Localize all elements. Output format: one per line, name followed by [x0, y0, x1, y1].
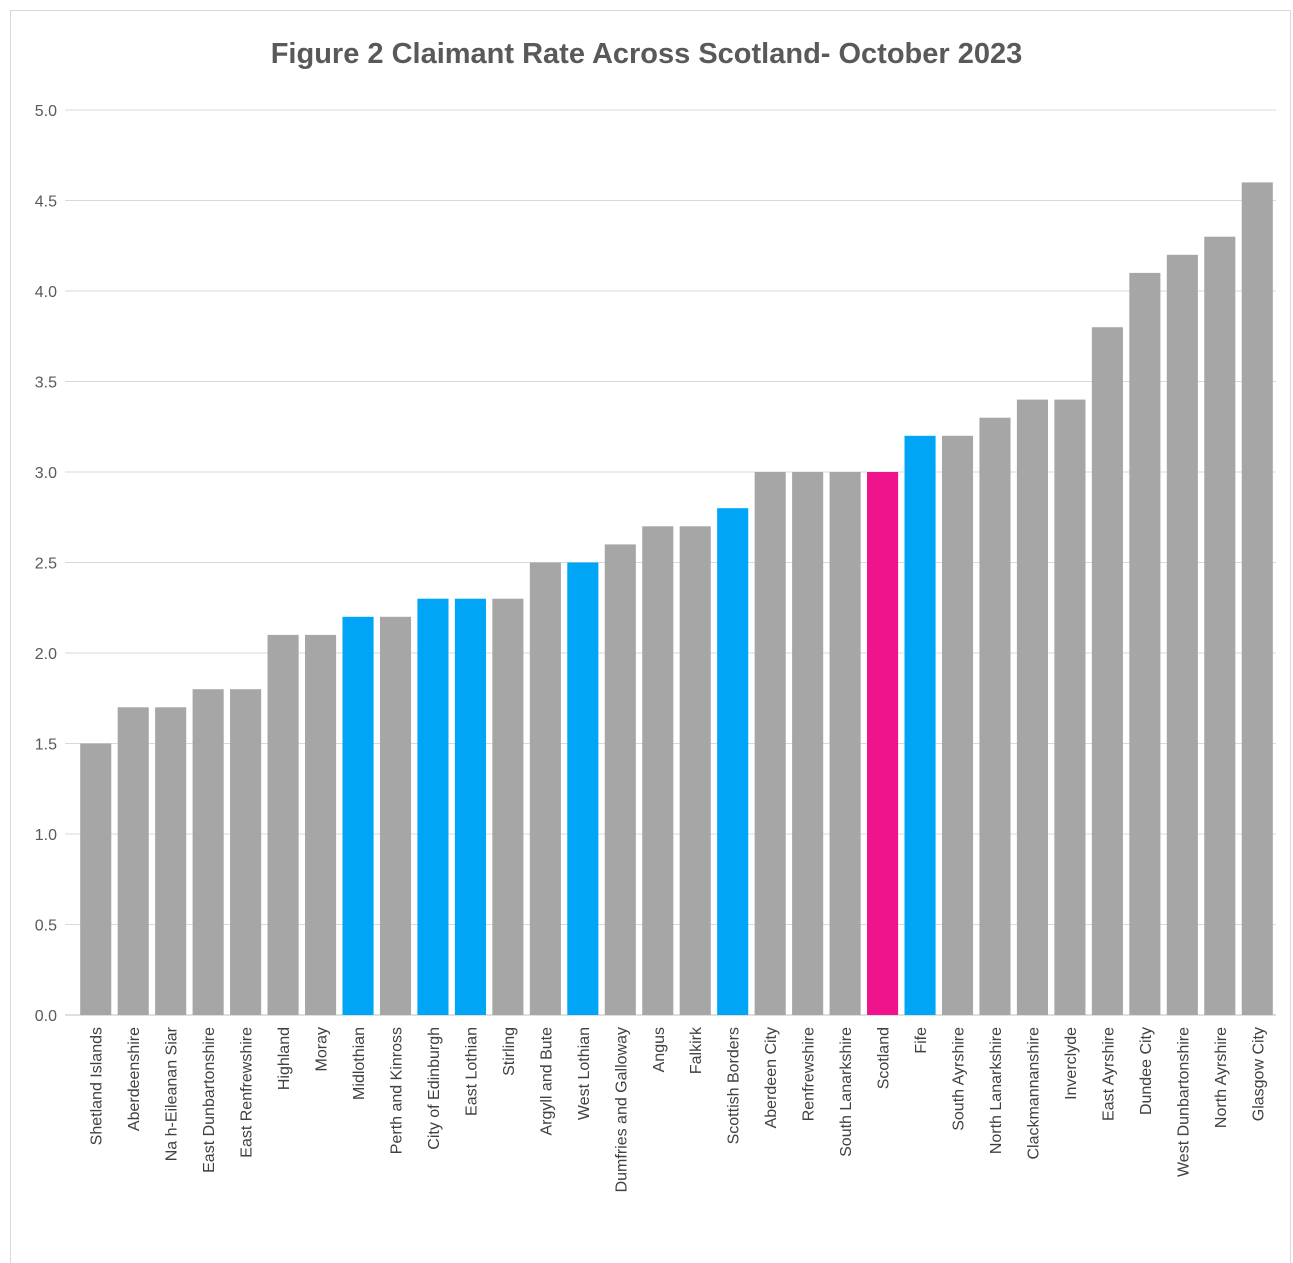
bar [304, 634, 337, 1015]
bar [267, 634, 299, 1015]
x-category-label: Clackmannanshire [1025, 1027, 1042, 1160]
x-category-label: Na h-Eileanan Siar [164, 1026, 181, 1161]
bar [904, 435, 936, 1015]
bar [792, 472, 824, 1015]
y-tick-label: 0.0 [35, 1008, 57, 1025]
bar [679, 526, 711, 1015]
x-category-label: West Dunbartonshire [1175, 1027, 1192, 1177]
x-axis-category-labels: Shetland Islands Aberdeenshire Na h-Eilean… [89, 1026, 1268, 1192]
bar [1016, 399, 1049, 1016]
x-category-label: Renfrewshire [801, 1027, 818, 1121]
bar [642, 526, 674, 1015]
x-category-label: Highland [276, 1027, 293, 1090]
x-category-label: East Renfrewshire [239, 1027, 256, 1158]
bar [80, 743, 112, 1015]
y-tick-label: 2.5 [35, 556, 57, 573]
x-category-label: Scotland [876, 1027, 893, 1089]
bar [717, 508, 749, 1015]
bar [117, 707, 149, 1015]
x-category-label: Dumfries and Galloway [613, 1027, 630, 1192]
x-category-label: North Ayrshire [1213, 1027, 1230, 1128]
bar [1204, 236, 1236, 1015]
bar [567, 562, 599, 1015]
x-category-label: Fife [913, 1027, 930, 1054]
x-category-label: North Lanarkshire [988, 1027, 1005, 1154]
bar [829, 472, 861, 1015]
bar [379, 616, 412, 1015]
bar [454, 598, 486, 1015]
bar [754, 472, 786, 1015]
y-tick-label: 2.0 [35, 646, 57, 663]
bar [1241, 182, 1273, 1015]
y-tick-label: 4.0 [35, 284, 57, 301]
bar [1129, 272, 1161, 1015]
bar [342, 616, 374, 1015]
x-category-label: Inverclyde [1063, 1027, 1080, 1100]
bar [604, 544, 636, 1015]
bar [1091, 327, 1123, 1015]
bar [979, 417, 1011, 1015]
bar [417, 598, 449, 1015]
y-tick-label: 3.5 [35, 375, 57, 392]
y-tick-label: 4.5 [35, 194, 57, 211]
x-category-label: Stirling [501, 1027, 518, 1076]
y-tick-label: 0.5 [35, 918, 57, 935]
y-axis-tick-labels: 0.0 0.5 1.0 1.5 2.0 2.5 3.0 3.5 4.0 4.5 5.0 [35, 103, 57, 1025]
x-category-label: South Lanarkshire [838, 1027, 855, 1157]
y-tick-label: 5.0 [35, 103, 57, 120]
bar [155, 707, 187, 1015]
x-category-label: Glasgow City [1250, 1027, 1267, 1121]
bar [941, 435, 974, 1015]
y-tick-label: 1.5 [35, 737, 57, 754]
x-category-label: Dundee City [1138, 1027, 1155, 1115]
x-category-label: Moray [314, 1027, 331, 1071]
x-category-label: East Dunbartonshire [201, 1027, 218, 1173]
bar [1166, 254, 1198, 1016]
x-category-label: East Lothian [463, 1027, 480, 1116]
y-tick-label: 3.0 [35, 465, 57, 482]
x-category-label: Aberdeen City [763, 1027, 780, 1128]
x-category-label: Falkirk [688, 1026, 705, 1074]
bar [867, 472, 899, 1015]
x-category-label: City of Edinburgh [426, 1027, 443, 1150]
x-category-label: Argyll and Bute [538, 1027, 555, 1136]
bar [492, 598, 524, 1015]
x-category-label: Aberdeenshire [126, 1027, 143, 1131]
x-category-label: Perth and Kinross [388, 1027, 405, 1154]
bars [80, 182, 1273, 1016]
chart-title: Figure 2 Claimant Rate Across Scotland- … [270, 38, 1023, 70]
x-category-label: Shetland Islands [89, 1027, 106, 1145]
bar [230, 689, 262, 1015]
x-category-label: Scottish Borders [726, 1027, 743, 1144]
x-category-label: Midlothian [351, 1027, 368, 1100]
bar [1054, 399, 1086, 1016]
bar [529, 562, 561, 1015]
x-category-label: South Ayrshire [951, 1027, 968, 1131]
x-category-label: East Ayrshire [1100, 1027, 1117, 1121]
x-category-label: Angus [651, 1027, 668, 1072]
x-category-label: West Lothian [576, 1027, 593, 1120]
bar [192, 689, 224, 1015]
y-tick-label: 1.0 [35, 827, 57, 844]
